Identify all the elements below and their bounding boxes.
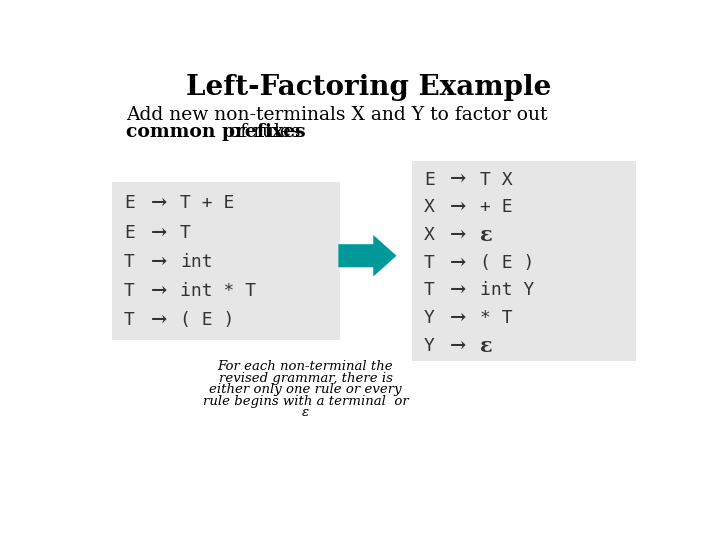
- Text: of rules: of rules: [223, 123, 300, 141]
- Text: Left-Factoring Example: Left-Factoring Example: [186, 75, 552, 102]
- Text: →: →: [451, 254, 467, 272]
- Text: T: T: [424, 281, 435, 299]
- Text: →: →: [451, 171, 467, 188]
- Text: + E: + E: [480, 198, 513, 216]
- Text: T: T: [424, 254, 435, 272]
- Text: common prefixes: common prefixes: [127, 123, 306, 141]
- Text: int: int: [180, 253, 212, 271]
- Text: either only one rule or every: either only one rule or every: [209, 383, 402, 396]
- Text: Y: Y: [424, 309, 435, 327]
- Text: ε: ε: [480, 225, 492, 245]
- FancyArrow shape: [338, 235, 397, 276]
- Bar: [412, 161, 636, 361]
- Text: T + E: T + E: [180, 194, 234, 212]
- Text: X: X: [424, 198, 435, 216]
- Text: →: →: [150, 282, 167, 300]
- Text: ( E ): ( E ): [480, 254, 534, 272]
- Text: T: T: [180, 224, 191, 242]
- Text: →: →: [150, 253, 167, 271]
- Text: T: T: [124, 282, 135, 300]
- Text: For each non-terminal the: For each non-terminal the: [217, 360, 393, 373]
- Text: E: E: [124, 224, 135, 242]
- Text: →: →: [451, 198, 467, 216]
- Text: ε: ε: [480, 336, 492, 356]
- Text: Add new non-terminals X and Y to factor out: Add new non-terminals X and Y to factor …: [127, 106, 548, 124]
- Text: →: →: [451, 309, 467, 327]
- Text: * T: * T: [480, 309, 513, 327]
- Text: revised grammar, there is: revised grammar, there is: [218, 372, 392, 384]
- Text: int * T: int * T: [180, 282, 256, 300]
- Text: →: →: [451, 226, 467, 244]
- Text: →: →: [150, 312, 167, 329]
- Text: T: T: [124, 312, 135, 329]
- Text: →: →: [451, 281, 467, 299]
- Text: T: T: [124, 253, 135, 271]
- Text: →: →: [451, 337, 467, 355]
- Text: X: X: [424, 226, 435, 244]
- Text: →: →: [150, 194, 167, 212]
- Text: →: →: [150, 224, 167, 242]
- Text: E: E: [124, 194, 135, 212]
- Text: ( E ): ( E ): [180, 312, 234, 329]
- Text: E: E: [424, 171, 435, 188]
- Text: int Y: int Y: [480, 281, 534, 299]
- Bar: [112, 182, 341, 340]
- Text: ε: ε: [302, 406, 309, 420]
- Text: Y: Y: [424, 337, 435, 355]
- Text: T X: T X: [480, 171, 513, 188]
- Text: rule begins with a terminal  or: rule begins with a terminal or: [202, 395, 408, 408]
